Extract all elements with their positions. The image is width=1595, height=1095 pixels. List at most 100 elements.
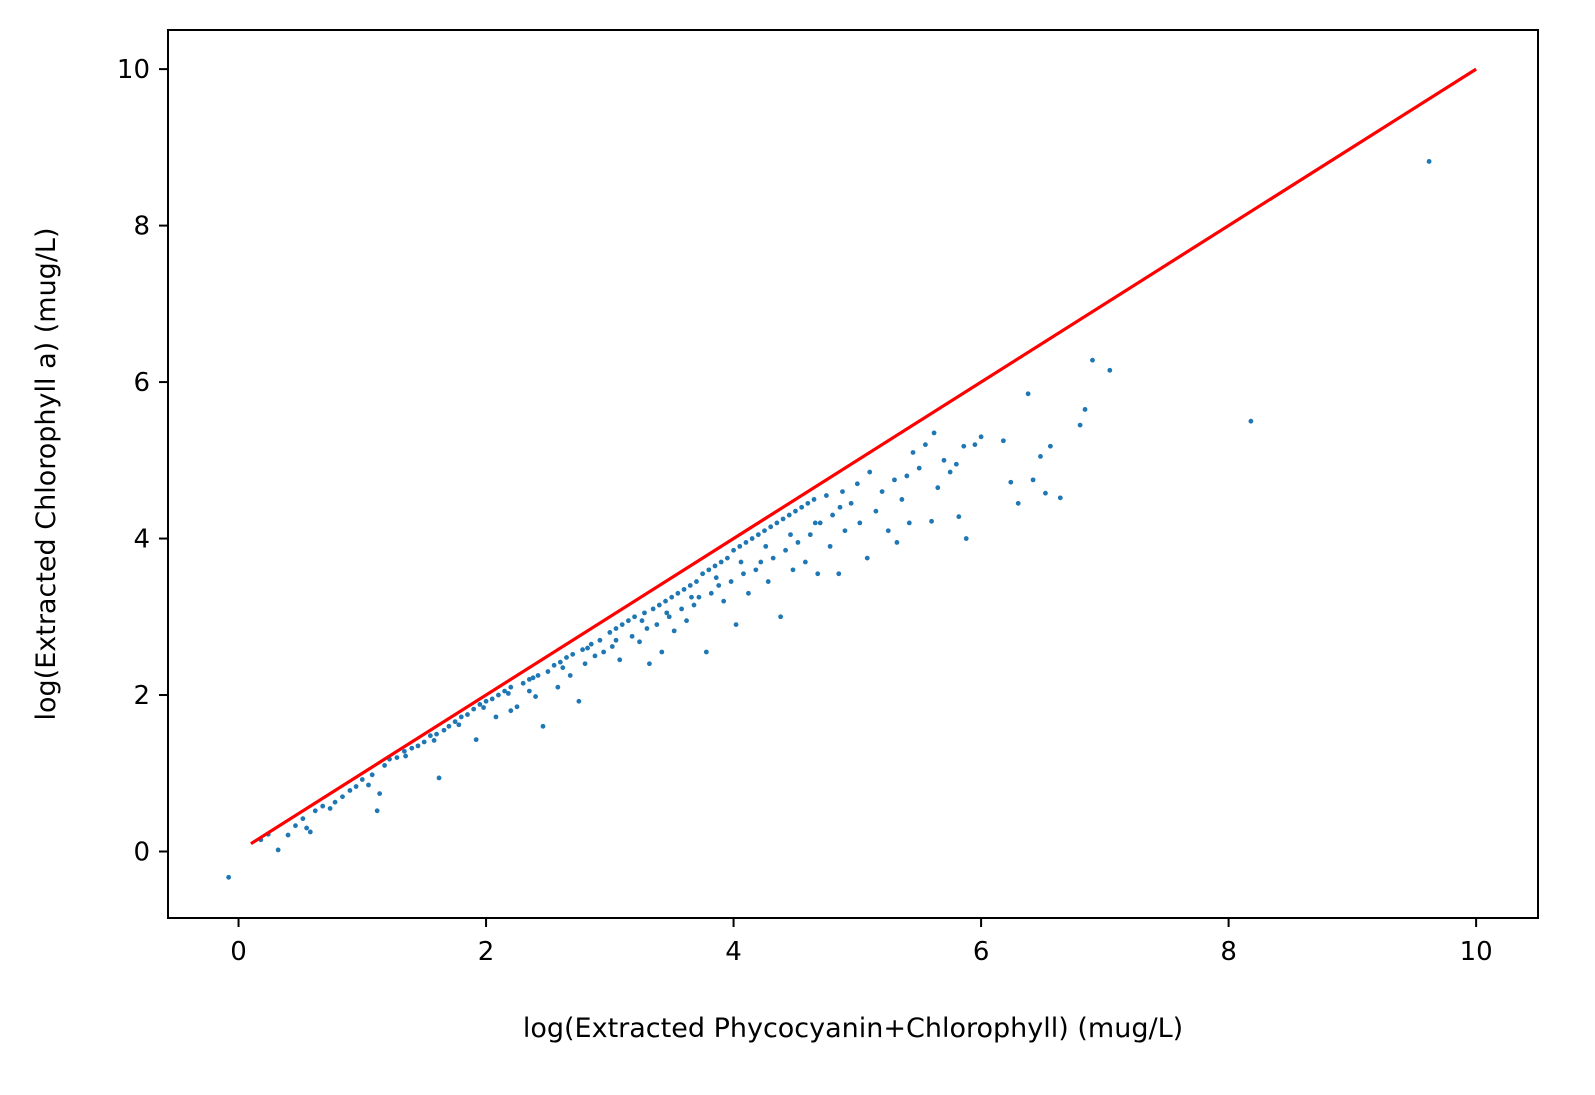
scatter-point bbox=[899, 497, 905, 502]
scatter-point bbox=[679, 606, 684, 612]
scatter-point bbox=[786, 512, 792, 518]
x-tick-label: 2 bbox=[478, 937, 495, 967]
scatter-point bbox=[758, 559, 764, 565]
scatter-point bbox=[842, 528, 848, 534]
scatter-point bbox=[669, 594, 675, 600]
scatter-point bbox=[666, 614, 672, 620]
scatter-point bbox=[873, 508, 879, 514]
scatter-point bbox=[931, 430, 937, 436]
scatter-point bbox=[765, 579, 771, 584]
scatter-point bbox=[836, 571, 842, 577]
scatter-point bbox=[508, 684, 514, 690]
scatter-point bbox=[963, 536, 969, 541]
scatter-point bbox=[894, 540, 900, 545]
scatter-point bbox=[864, 555, 870, 561]
scatter-point bbox=[795, 540, 801, 545]
scatter-point bbox=[374, 808, 380, 814]
scatter-point bbox=[639, 618, 645, 624]
scatter-point bbox=[768, 524, 774, 530]
scatter-point bbox=[708, 590, 714, 596]
scatter-point bbox=[369, 772, 375, 778]
reference-line bbox=[250, 67, 1477, 846]
scatter-point bbox=[489, 696, 495, 702]
scatter-point bbox=[1090, 357, 1095, 363]
scatter-point bbox=[609, 644, 615, 649]
scatter-point bbox=[802, 559, 808, 565]
scatter-point bbox=[436, 775, 442, 781]
scatter-point bbox=[961, 443, 967, 449]
scatter-point bbox=[867, 469, 873, 475]
y-tick-label: 0 bbox=[133, 837, 150, 867]
scatter-point bbox=[689, 594, 694, 600]
scatter-point bbox=[347, 788, 353, 793]
scatter-point bbox=[906, 520, 912, 526]
scatter-point bbox=[972, 442, 978, 448]
scatter-point bbox=[496, 692, 501, 698]
scatter-point bbox=[675, 590, 681, 596]
scatter-point bbox=[592, 653, 598, 659]
scatter-point bbox=[526, 688, 532, 694]
scatter-point bbox=[663, 598, 668, 604]
scatter-point bbox=[434, 731, 439, 737]
scatter-point bbox=[377, 791, 383, 797]
scatter-point bbox=[811, 497, 817, 502]
scatter-point bbox=[394, 755, 400, 761]
scatter-point bbox=[922, 442, 928, 448]
scatter-point bbox=[555, 684, 561, 690]
scatter-point bbox=[892, 477, 897, 483]
scatter-point bbox=[456, 722, 462, 728]
scatter-point bbox=[514, 704, 520, 710]
scatter-point bbox=[953, 461, 959, 467]
scatter-point bbox=[1047, 443, 1053, 449]
scatter-point bbox=[1015, 500, 1021, 506]
scatter-point bbox=[1082, 407, 1088, 412]
scatter-point bbox=[382, 763, 387, 768]
scatter-point bbox=[799, 504, 805, 510]
scatter-point bbox=[629, 633, 635, 639]
scatter-point bbox=[743, 540, 749, 545]
scatter-point bbox=[738, 559, 744, 565]
scatter-point bbox=[762, 528, 767, 534]
scatter-point bbox=[857, 520, 863, 526]
scatter-point bbox=[947, 469, 953, 475]
y-tick-label: 4 bbox=[133, 525, 150, 555]
scatter-point bbox=[703, 649, 709, 655]
scatter-point bbox=[696, 594, 702, 600]
scatter-point bbox=[941, 457, 947, 463]
scatter-point bbox=[783, 547, 788, 553]
y-tick-label: 6 bbox=[133, 368, 150, 398]
scatter-point bbox=[304, 825, 310, 831]
scatter-point bbox=[753, 567, 759, 573]
scatter-point bbox=[540, 723, 546, 729]
scatter-point bbox=[793, 508, 798, 514]
scatter-point bbox=[978, 434, 984, 440]
scatter-point bbox=[837, 504, 843, 510]
scatter-point bbox=[483, 698, 489, 704]
scatter-point bbox=[728, 579, 734, 584]
scatter-point bbox=[724, 555, 730, 561]
scatter-point bbox=[307, 829, 313, 835]
scatter-point bbox=[567, 673, 573, 678]
scatter-point bbox=[749, 536, 755, 541]
scatter-point bbox=[823, 493, 829, 498]
scatter-point bbox=[617, 657, 623, 663]
scatter-point bbox=[465, 712, 470, 717]
scatter-point bbox=[493, 714, 499, 720]
scatter-point bbox=[827, 543, 833, 549]
scatter-point bbox=[1008, 479, 1014, 485]
scatter-point bbox=[401, 748, 407, 754]
scatter-point bbox=[625, 618, 631, 624]
scatter-point bbox=[700, 571, 706, 577]
scatter-point bbox=[508, 708, 514, 714]
scatter-point bbox=[716, 583, 722, 588]
scatter-point bbox=[956, 514, 962, 520]
scatter-point bbox=[560, 665, 566, 671]
scatter-point bbox=[691, 602, 697, 608]
scatter-point bbox=[570, 651, 576, 657]
scatter-point bbox=[929, 518, 934, 524]
scatter-point bbox=[300, 816, 306, 822]
scatter-point bbox=[746, 590, 751, 596]
scatter-point bbox=[597, 637, 603, 643]
scatter-point bbox=[910, 450, 916, 455]
scatter-point bbox=[557, 659, 563, 665]
